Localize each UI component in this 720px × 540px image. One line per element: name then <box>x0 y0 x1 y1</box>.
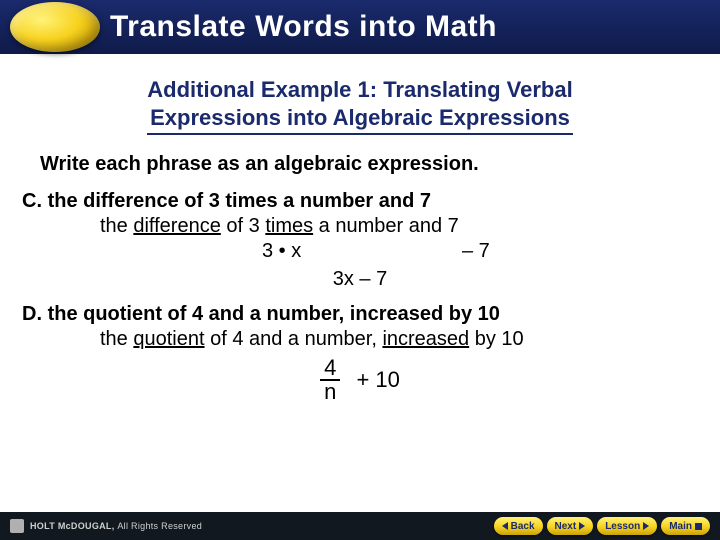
echo-underlined-word: difference <box>133 215 220 237</box>
problem-c-echo: the difference of 3 times a number and 7 <box>100 215 698 238</box>
publisher-logo-icon <box>10 519 24 533</box>
problem-d-plus: + 10 <box>356 367 399 392</box>
page-title: Translate Words into Math <box>110 10 497 44</box>
footer-nav: Back Next Lesson Main <box>494 517 710 535</box>
footer-branding: HOLT McDOUGAL, All Rights Reserved <box>10 519 202 533</box>
problem-d-result: 4 n + 10 <box>22 357 698 403</box>
subtitle-heading: Additional Example 1: Translating Verbal… <box>147 76 572 135</box>
next-button[interactable]: Next <box>547 517 594 535</box>
subtitle: Additional Example 1: Translating Verbal… <box>60 76 660 135</box>
footer-bar: HOLT McDOUGAL, All Rights Reserved Back N… <box>0 512 720 540</box>
problem-c-text: the difference of 3 times a number and 7 <box>48 190 431 212</box>
footer-text: HOLT McDOUGAL, All Rights Reserved <box>30 521 202 531</box>
echo-word: the <box>100 328 133 350</box>
fraction-icon: 4 n <box>320 357 340 403</box>
echo-word: of 3 <box>221 215 265 237</box>
subtitle-line2: Expressions into Algebraic Expressions <box>150 105 570 130</box>
main-button[interactable]: Main <box>661 517 710 535</box>
echo-underlined-word: quotient <box>133 328 204 350</box>
button-label: Lesson <box>605 521 640 532</box>
problem-c-result: 3x – 7 <box>22 268 698 291</box>
problem-c-work-right: – 7 <box>462 240 490 263</box>
echo-underlined-word: increased <box>382 328 469 350</box>
footer-brand: HOLT McDOUGAL, <box>30 521 115 531</box>
echo-word: by 10 <box>469 328 523 350</box>
problem-d-echo: the quotient of 4 and a number, increase… <box>100 328 698 351</box>
header-oval-icon <box>10 2 100 52</box>
lesson-button[interactable]: Lesson <box>597 517 657 535</box>
chevron-right-icon <box>643 522 649 530</box>
echo-word: a number and 7 <box>313 215 459 237</box>
fraction-denominator: n <box>320 381 340 403</box>
problem-c-label: C. <box>22 190 42 212</box>
problem-d-prompt: D. the quotient of 4 and a number, incre… <box>22 303 698 326</box>
problem-c-work: 3 • x – 7 3x – 7 <box>22 240 698 291</box>
problem-d-text: the quotient of 4 and a number, increase… <box>48 303 500 325</box>
problem-d-label: D. <box>22 303 42 325</box>
echo-word: the <box>100 215 133 237</box>
instruction-text: Write each phrase as an algebraic expres… <box>40 153 690 176</box>
problem-c: C. the difference of 3 times a number an… <box>22 190 698 291</box>
problem-c-work-row1: 3 • x – 7 <box>22 240 698 266</box>
square-icon <box>695 523 702 530</box>
problem-d: D. the quotient of 4 and a number, incre… <box>22 303 698 403</box>
echo-underlined-word: times <box>265 215 313 237</box>
header-bar: Translate Words into Math <box>0 0 720 54</box>
problem-c-work-left: 3 • x <box>262 240 301 263</box>
button-label: Main <box>669 521 692 532</box>
button-label: Back <box>511 521 535 532</box>
back-button[interactable]: Back <box>494 517 543 535</box>
echo-word: of 4 and a number, <box>205 328 383 350</box>
footer-rights: All Rights Reserved <box>117 521 202 531</box>
problem-c-prompt: C. the difference of 3 times a number an… <box>22 190 698 213</box>
fraction-numerator: 4 <box>320 357 340 381</box>
chevron-right-icon <box>579 522 585 530</box>
button-label: Next <box>555 521 577 532</box>
subtitle-line1: Additional Example 1: Translating Verbal <box>147 77 572 102</box>
chevron-left-icon <box>502 522 508 530</box>
